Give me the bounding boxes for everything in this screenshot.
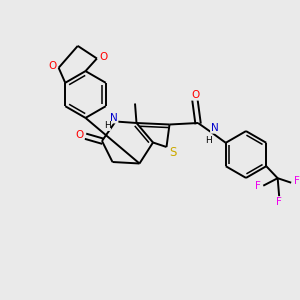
Text: F: F	[255, 181, 261, 191]
Text: O: O	[99, 52, 108, 62]
Text: S: S	[169, 146, 177, 159]
Text: O: O	[76, 130, 84, 140]
Text: H: H	[205, 136, 212, 145]
Text: F: F	[294, 176, 299, 186]
Text: O: O	[191, 90, 199, 100]
Text: F: F	[276, 197, 282, 207]
Text: N: N	[211, 123, 218, 133]
Text: H: H	[104, 122, 110, 130]
Text: N: N	[110, 113, 118, 123]
Text: O: O	[48, 61, 56, 71]
